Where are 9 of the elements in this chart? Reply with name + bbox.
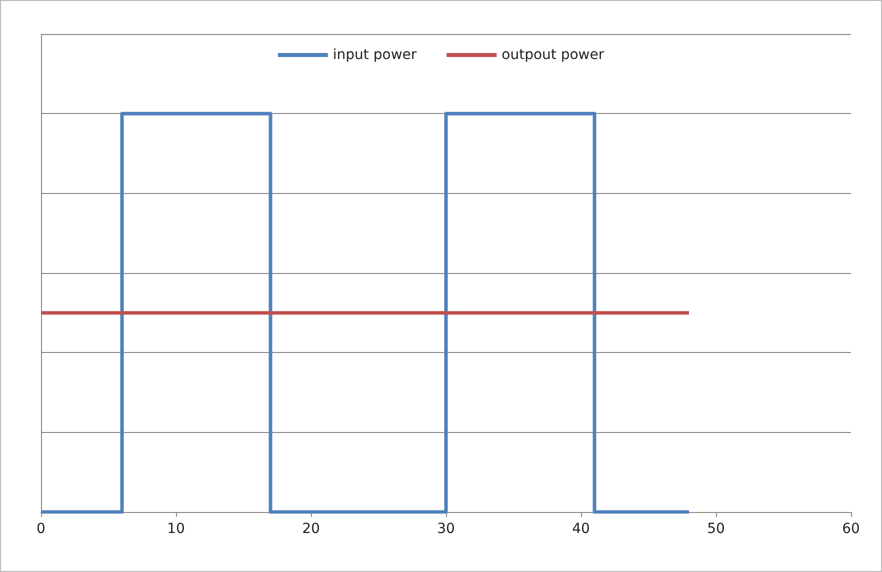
x-tick-label: 20 (302, 521, 320, 537)
x-tick-label: 40 (572, 521, 590, 537)
legend-label: input power (332, 47, 417, 63)
x-tick-label: 10 (167, 521, 185, 537)
x-tick-label: 0 (36, 521, 46, 537)
x-tick-label: 60 (842, 521, 860, 537)
legend-label: outpout power (502, 47, 604, 63)
x-tick-label: 50 (707, 521, 725, 537)
x-tick-label: 30 (437, 521, 455, 537)
